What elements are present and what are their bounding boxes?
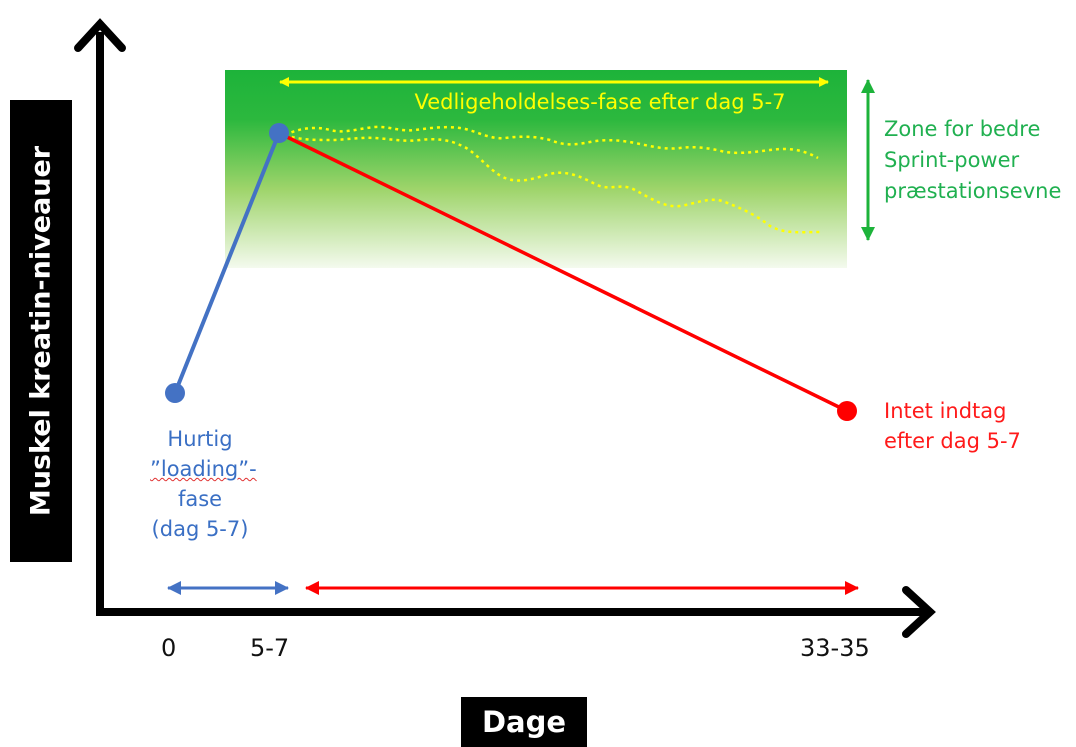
y-axis-label: Muskel kreatin-niveauer [25, 145, 57, 517]
no-intake-label: Intet indtag efter dag 5-7 [884, 396, 1021, 456]
loading-start-point [165, 383, 185, 403]
maintenance-path-upper [284, 125, 819, 160]
no-intake-label-line-2: efter dag 5-7 [884, 429, 1021, 453]
zone-label: Zone for bedre Sprint-power præstationse… [884, 114, 1061, 207]
loading-label-line-2: ”loading”- [150, 457, 257, 481]
maintenance-label: Vedligeholdelses-fase efter dag 5-7 [414, 90, 786, 114]
no-intake-line [284, 134, 848, 413]
x-tick-0: 0 [161, 634, 177, 662]
performance-zone [225, 70, 847, 268]
y-axis-label-box [10, 100, 72, 562]
x-axis-label: Dage [461, 697, 587, 747]
loading-line [173, 132, 281, 394]
y-axis-arrowhead [74, 18, 126, 52]
loading-label-line-1: Hurtig [167, 427, 233, 451]
x-tick-2: 33-35 [800, 634, 870, 662]
x-axis-arrowhead [902, 586, 936, 638]
loading-label-line-4: (dag 5-7) [151, 517, 249, 541]
x-tick-1: 5-7 [250, 634, 290, 662]
zone-label-line-1: Zone for bedre [884, 117, 1041, 141]
zone-label-line-3: præstationsevne [884, 179, 1062, 203]
no-intake-end-point [837, 401, 857, 421]
no-intake-label-line-1: Intet indtag [884, 399, 1007, 423]
zone-label-line-2: Sprint-power [884, 148, 1020, 172]
loading-label: Hurtig ”loading”- fase (dag 5-7) [150, 424, 257, 544]
loading-label-line-3: fase [177, 487, 223, 511]
peak-point [269, 123, 289, 143]
